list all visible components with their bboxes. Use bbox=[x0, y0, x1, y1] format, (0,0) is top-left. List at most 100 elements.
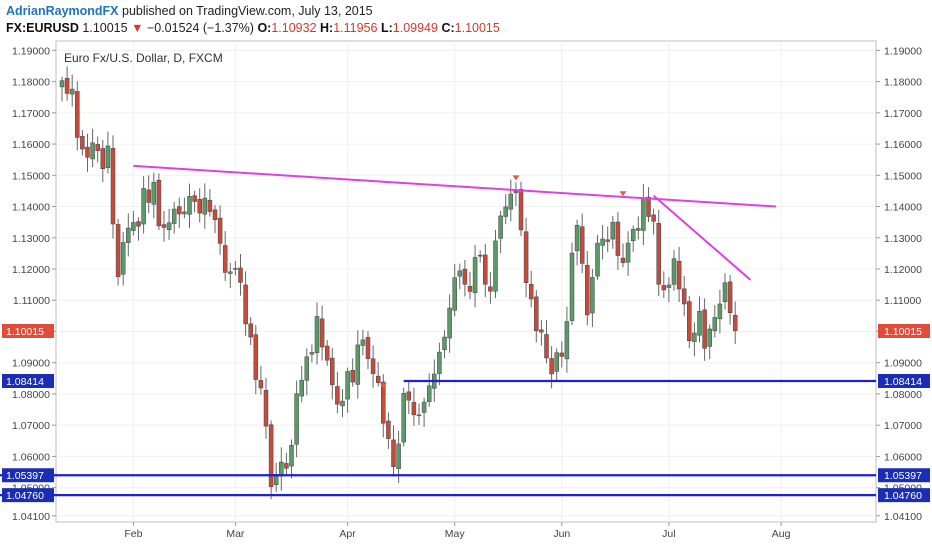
left-price-axis[interactable]: 1.19000 1.18000 1.17000 1.16000 1.15000 1.140… bbox=[12, 45, 56, 523]
x-tick-label: Jun bbox=[553, 528, 570, 540]
right-price-axis[interactable]: 1.19000 1.18000 1.17000 1.16000 1.15000 1.140… bbox=[876, 45, 922, 523]
y-tick-label: 1.12000 bbox=[12, 264, 50, 276]
candle bbox=[539, 329, 544, 333]
candle bbox=[202, 197, 208, 215]
close-value: 1.10015 bbox=[454, 21, 500, 35]
last-price-tag-label: 1.10015 bbox=[6, 326, 44, 338]
candle bbox=[212, 209, 218, 220]
candle bbox=[401, 393, 406, 443]
candle bbox=[146, 189, 151, 203]
candle bbox=[324, 345, 330, 361]
candle bbox=[309, 352, 315, 355]
candle bbox=[330, 357, 335, 386]
candle bbox=[636, 228, 641, 231]
level-tag bbox=[878, 488, 930, 503]
candle bbox=[69, 88, 75, 95]
candle bbox=[579, 226, 585, 264]
candle bbox=[564, 321, 570, 360]
candle bbox=[238, 267, 243, 283]
header-line-2: FX:EURUSD 1.10015 ▼ −0.01524 (−1.37%) O:… bbox=[6, 20, 500, 37]
open-label: O: bbox=[257, 21, 272, 35]
candle bbox=[426, 385, 432, 403]
candle bbox=[75, 91, 80, 138]
y-tick-label: 1.13000 bbox=[884, 233, 922, 245]
candle bbox=[600, 238, 605, 246]
y-tick-label: 1.13000 bbox=[12, 233, 50, 245]
candle bbox=[651, 214, 656, 222]
candle bbox=[574, 225, 580, 252]
candle bbox=[641, 198, 646, 231]
candle bbox=[630, 229, 636, 241]
candle bbox=[151, 181, 157, 205]
candles bbox=[59, 66, 738, 500]
y-tick-label: 1.19000 bbox=[12, 45, 50, 57]
candle bbox=[284, 463, 289, 469]
candle bbox=[493, 240, 498, 292]
candle bbox=[722, 282, 728, 303]
candle bbox=[472, 257, 478, 294]
candle bbox=[534, 296, 539, 332]
trendline bbox=[652, 194, 752, 281]
candle bbox=[692, 332, 697, 342]
candle bbox=[304, 356, 310, 381]
candle bbox=[646, 196, 651, 217]
chart-header: AdrianRaymondFX published on TradingView… bbox=[6, 3, 500, 37]
candle bbox=[85, 146, 90, 158]
candle bbox=[319, 318, 325, 348]
candle bbox=[375, 375, 381, 383]
down-arrow-icon: ▼ bbox=[131, 21, 144, 35]
candle bbox=[585, 264, 590, 316]
candle bbox=[253, 334, 259, 380]
candle bbox=[166, 222, 172, 230]
candle bbox=[447, 307, 452, 339]
candle bbox=[605, 239, 610, 242]
level-tag-label: 1.04760 bbox=[884, 490, 922, 502]
candle bbox=[457, 270, 463, 277]
candle bbox=[554, 352, 559, 372]
y-tick-label: 1.18000 bbox=[884, 77, 922, 89]
y-tick-label: 1.17000 bbox=[12, 108, 50, 120]
candle bbox=[59, 80, 65, 88]
candle bbox=[126, 227, 131, 243]
x-tick-label: Feb bbox=[124, 528, 142, 540]
candle bbox=[513, 190, 519, 194]
y-tick-label: 1.04100 bbox=[12, 511, 50, 523]
candle bbox=[656, 223, 661, 285]
y-tick-label: 1.08000 bbox=[884, 389, 922, 401]
author-link[interactable]: AdrianRaymondFX bbox=[6, 4, 119, 18]
candle bbox=[171, 208, 177, 224]
candle bbox=[197, 198, 202, 214]
candle bbox=[477, 254, 483, 257]
candle bbox=[416, 414, 422, 417]
level-tag-label: 1.05397 bbox=[884, 470, 922, 482]
y-tick-label: 1.19000 bbox=[884, 45, 922, 57]
time-axis[interactable]: Feb Mar Apr May Jun Jul Aug bbox=[124, 522, 791, 540]
x-tick-label: Mar bbox=[226, 528, 245, 540]
candle bbox=[488, 286, 493, 292]
candle bbox=[243, 284, 248, 325]
candle bbox=[115, 224, 121, 278]
candle bbox=[702, 309, 707, 349]
candle bbox=[707, 328, 712, 347]
y-tick-label: 1.15000 bbox=[12, 170, 50, 182]
x-tick-label: Apr bbox=[339, 528, 356, 540]
y-tick-label: 1.09000 bbox=[12, 358, 50, 370]
high-label: H: bbox=[320, 21, 334, 35]
y-tick-label: 1.09000 bbox=[884, 358, 922, 370]
candle bbox=[697, 310, 702, 336]
candle bbox=[717, 303, 723, 320]
candle bbox=[105, 145, 111, 169]
candle bbox=[64, 77, 70, 94]
candle bbox=[391, 439, 396, 467]
candle bbox=[279, 461, 284, 477]
level-tag bbox=[2, 468, 54, 483]
y-tick-label: 1.12000 bbox=[884, 264, 922, 276]
y-tick-label: 1.16000 bbox=[12, 139, 50, 151]
candle bbox=[100, 148, 106, 169]
candle bbox=[131, 222, 136, 231]
candle bbox=[258, 380, 264, 389]
candle bbox=[508, 193, 514, 210]
candle bbox=[187, 195, 192, 215]
candle bbox=[233, 268, 238, 270]
